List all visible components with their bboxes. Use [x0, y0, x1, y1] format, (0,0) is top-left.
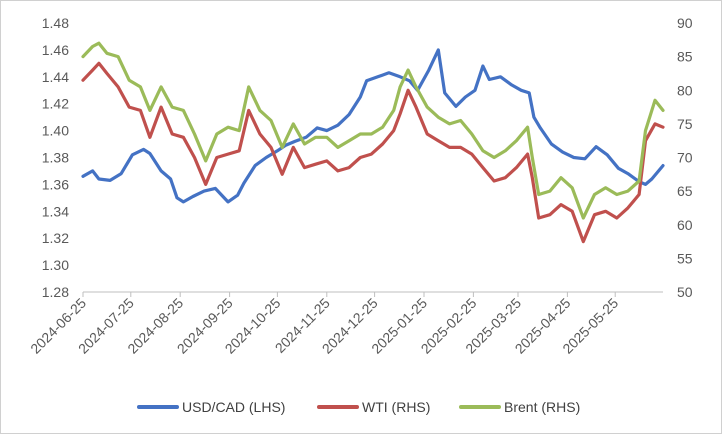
y-right-tick-label: 65	[677, 183, 693, 199]
legend-label: Brent (RHS)	[504, 399, 580, 415]
series-line-2	[81, 41, 665, 220]
y-right-tick-label: 55	[677, 250, 693, 266]
y-right-tick-label: 70	[677, 150, 693, 166]
y-left-tick-label: 1.32	[42, 230, 69, 246]
y-left-tick-label: 1.30	[42, 257, 69, 273]
y-left-tick-label: 1.48	[42, 15, 69, 31]
legend-item: USD/CAD (LHS)	[137, 399, 285, 415]
series-line-0	[81, 48, 665, 204]
y-left-tick-label: 1.34	[42, 203, 69, 219]
y-right-tick-label: 80	[677, 82, 693, 98]
y-right-tick-label: 85	[677, 49, 693, 65]
y-right-tick-label: 90	[677, 15, 693, 31]
y-right-tick-label: 50	[677, 284, 693, 300]
legend-item: Brent (RHS)	[459, 399, 580, 415]
series-line-1	[81, 61, 665, 244]
y-left-tick-label: 1.40	[42, 123, 69, 139]
y-left-tick-label: 1.46	[42, 42, 69, 58]
y-left-tick-label: 1.38	[42, 150, 69, 166]
legend-label: USD/CAD (LHS)	[182, 399, 285, 415]
y-left-tick-label: 1.28	[42, 284, 69, 300]
axes-group: 1.28 1.30 1.32 1.34 1.36 1.38 1.40 1.42 1.44 1.46…	[27, 15, 693, 357]
legend-item: WTI (RHS)	[317, 399, 430, 415]
legend-label: WTI (RHS)	[362, 399, 430, 415]
y-right-tick-label: 60	[677, 217, 693, 233]
y-left-tick-label: 1.42	[42, 96, 69, 112]
y-left-tick-label: 1.44	[42, 69, 69, 85]
series-group	[81, 41, 665, 244]
y-right-tick-label: 75	[677, 116, 693, 132]
y-left-tick-label: 1.36	[42, 176, 69, 192]
legend: USD/CAD (LHS) WTI (RHS) Brent (RHS)	[137, 399, 580, 415]
